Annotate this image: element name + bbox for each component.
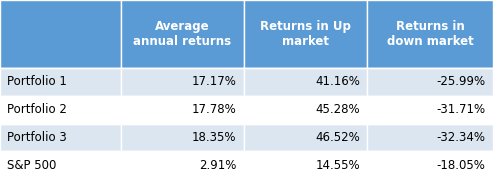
- FancyBboxPatch shape: [121, 0, 244, 68]
- Text: 46.52%: 46.52%: [315, 131, 360, 144]
- Text: -18.05%: -18.05%: [437, 159, 486, 172]
- Text: 45.28%: 45.28%: [315, 103, 360, 116]
- Text: 14.55%: 14.55%: [315, 159, 360, 172]
- FancyBboxPatch shape: [121, 96, 244, 124]
- FancyBboxPatch shape: [367, 124, 493, 151]
- FancyBboxPatch shape: [0, 96, 121, 124]
- Text: 2.91%: 2.91%: [199, 159, 237, 172]
- Text: 18.35%: 18.35%: [192, 131, 237, 144]
- FancyBboxPatch shape: [244, 0, 367, 68]
- FancyBboxPatch shape: [367, 0, 493, 68]
- FancyBboxPatch shape: [0, 124, 121, 151]
- FancyBboxPatch shape: [244, 151, 367, 179]
- Text: -32.34%: -32.34%: [437, 131, 486, 144]
- Text: 41.16%: 41.16%: [315, 75, 360, 88]
- FancyBboxPatch shape: [244, 68, 367, 96]
- FancyBboxPatch shape: [244, 124, 367, 151]
- Text: 17.78%: 17.78%: [192, 103, 237, 116]
- Text: -25.99%: -25.99%: [436, 75, 486, 88]
- FancyBboxPatch shape: [367, 96, 493, 124]
- FancyBboxPatch shape: [0, 68, 121, 96]
- Text: Average
annual returns: Average annual returns: [133, 20, 232, 48]
- Text: 17.17%: 17.17%: [192, 75, 237, 88]
- Text: S&P 500: S&P 500: [7, 159, 57, 172]
- FancyBboxPatch shape: [0, 0, 121, 68]
- Text: -31.71%: -31.71%: [436, 103, 486, 116]
- FancyBboxPatch shape: [121, 68, 244, 96]
- Text: Returns in
down market: Returns in down market: [387, 20, 473, 48]
- FancyBboxPatch shape: [121, 124, 244, 151]
- Text: Returns in Up
market: Returns in Up market: [260, 20, 351, 48]
- FancyBboxPatch shape: [121, 151, 244, 179]
- FancyBboxPatch shape: [367, 151, 493, 179]
- Text: Portfolio 3: Portfolio 3: [7, 131, 67, 144]
- Text: Portfolio 1: Portfolio 1: [7, 75, 67, 88]
- FancyBboxPatch shape: [244, 96, 367, 124]
- FancyBboxPatch shape: [367, 68, 493, 96]
- Text: Portfolio 2: Portfolio 2: [7, 103, 67, 116]
- FancyBboxPatch shape: [0, 151, 121, 179]
